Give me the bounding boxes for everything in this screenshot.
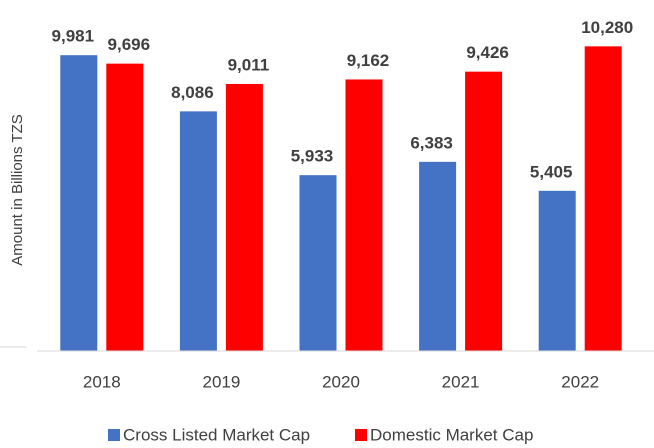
bar [179,111,217,351]
value-label: 9,426 [466,43,509,62]
bar [299,175,337,351]
bar [538,190,576,351]
value-label: 10,280 [581,18,633,37]
bar [419,161,457,351]
legend-swatch [108,429,120,441]
bar [60,55,98,351]
x-tick-label: 2021 [442,372,480,391]
x-tick-label: 2019 [202,372,240,391]
x-tick-label: 2022 [561,372,599,391]
legend-swatch [355,429,367,441]
bar [584,46,622,351]
bar [345,79,383,352]
value-label: 9,981 [52,27,95,46]
legend-label: Domestic Market Cap [370,425,533,444]
bar [465,71,503,351]
value-label: 9,162 [347,51,390,70]
x-tick-label: 2018 [83,372,121,391]
value-label: 9,696 [108,35,151,54]
value-label: 9,011 [228,55,270,74]
bar [106,63,144,352]
value-label: 5,405 [530,162,573,181]
bar [225,83,263,352]
x-tick-label: 2020 [322,372,360,391]
y-axis-label: Amount in Billions TZS [9,114,26,265]
value-label: 5,933 [291,147,334,166]
value-label: 8,086 [171,83,214,102]
legend-label: Cross Listed Market Cap [123,425,310,444]
value-label: 6,383 [410,133,453,152]
